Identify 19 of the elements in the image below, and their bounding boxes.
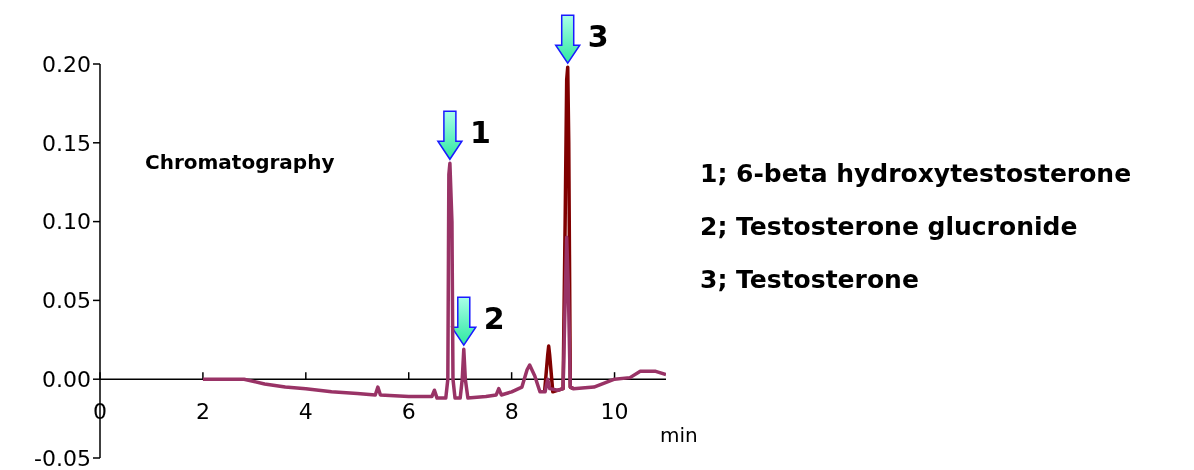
annotation: 1 (469, 115, 491, 151)
y-tick-label: 0.20 (42, 51, 91, 77)
x-tick-label: 2 (195, 399, 210, 425)
text: 3; Testosterone (700, 265, 919, 294)
x-tick-label: 8 (504, 399, 519, 425)
text: 1; 6-beta hydroxytestosterone (700, 159, 1132, 188)
annotation: Chromatography (145, 150, 335, 174)
y-tick-label: -0.05 (34, 445, 91, 470)
y-tick-label: 0.15 (42, 130, 91, 156)
annotation: 2 (483, 301, 505, 337)
y-tick-label: 0.05 (42, 288, 91, 314)
text: 2; Testosterone glucronide (700, 212, 1078, 241)
y-tick-label: 0.10 (42, 209, 91, 235)
x-tick-label: 6 (401, 399, 416, 425)
x-tick-label: 10 (600, 399, 629, 425)
y-tick-label: 0.00 (42, 367, 91, 393)
annotation: 3 (587, 19, 609, 55)
x-tick-label: 4 (298, 399, 313, 425)
x-axis-title: min (660, 423, 698, 448)
